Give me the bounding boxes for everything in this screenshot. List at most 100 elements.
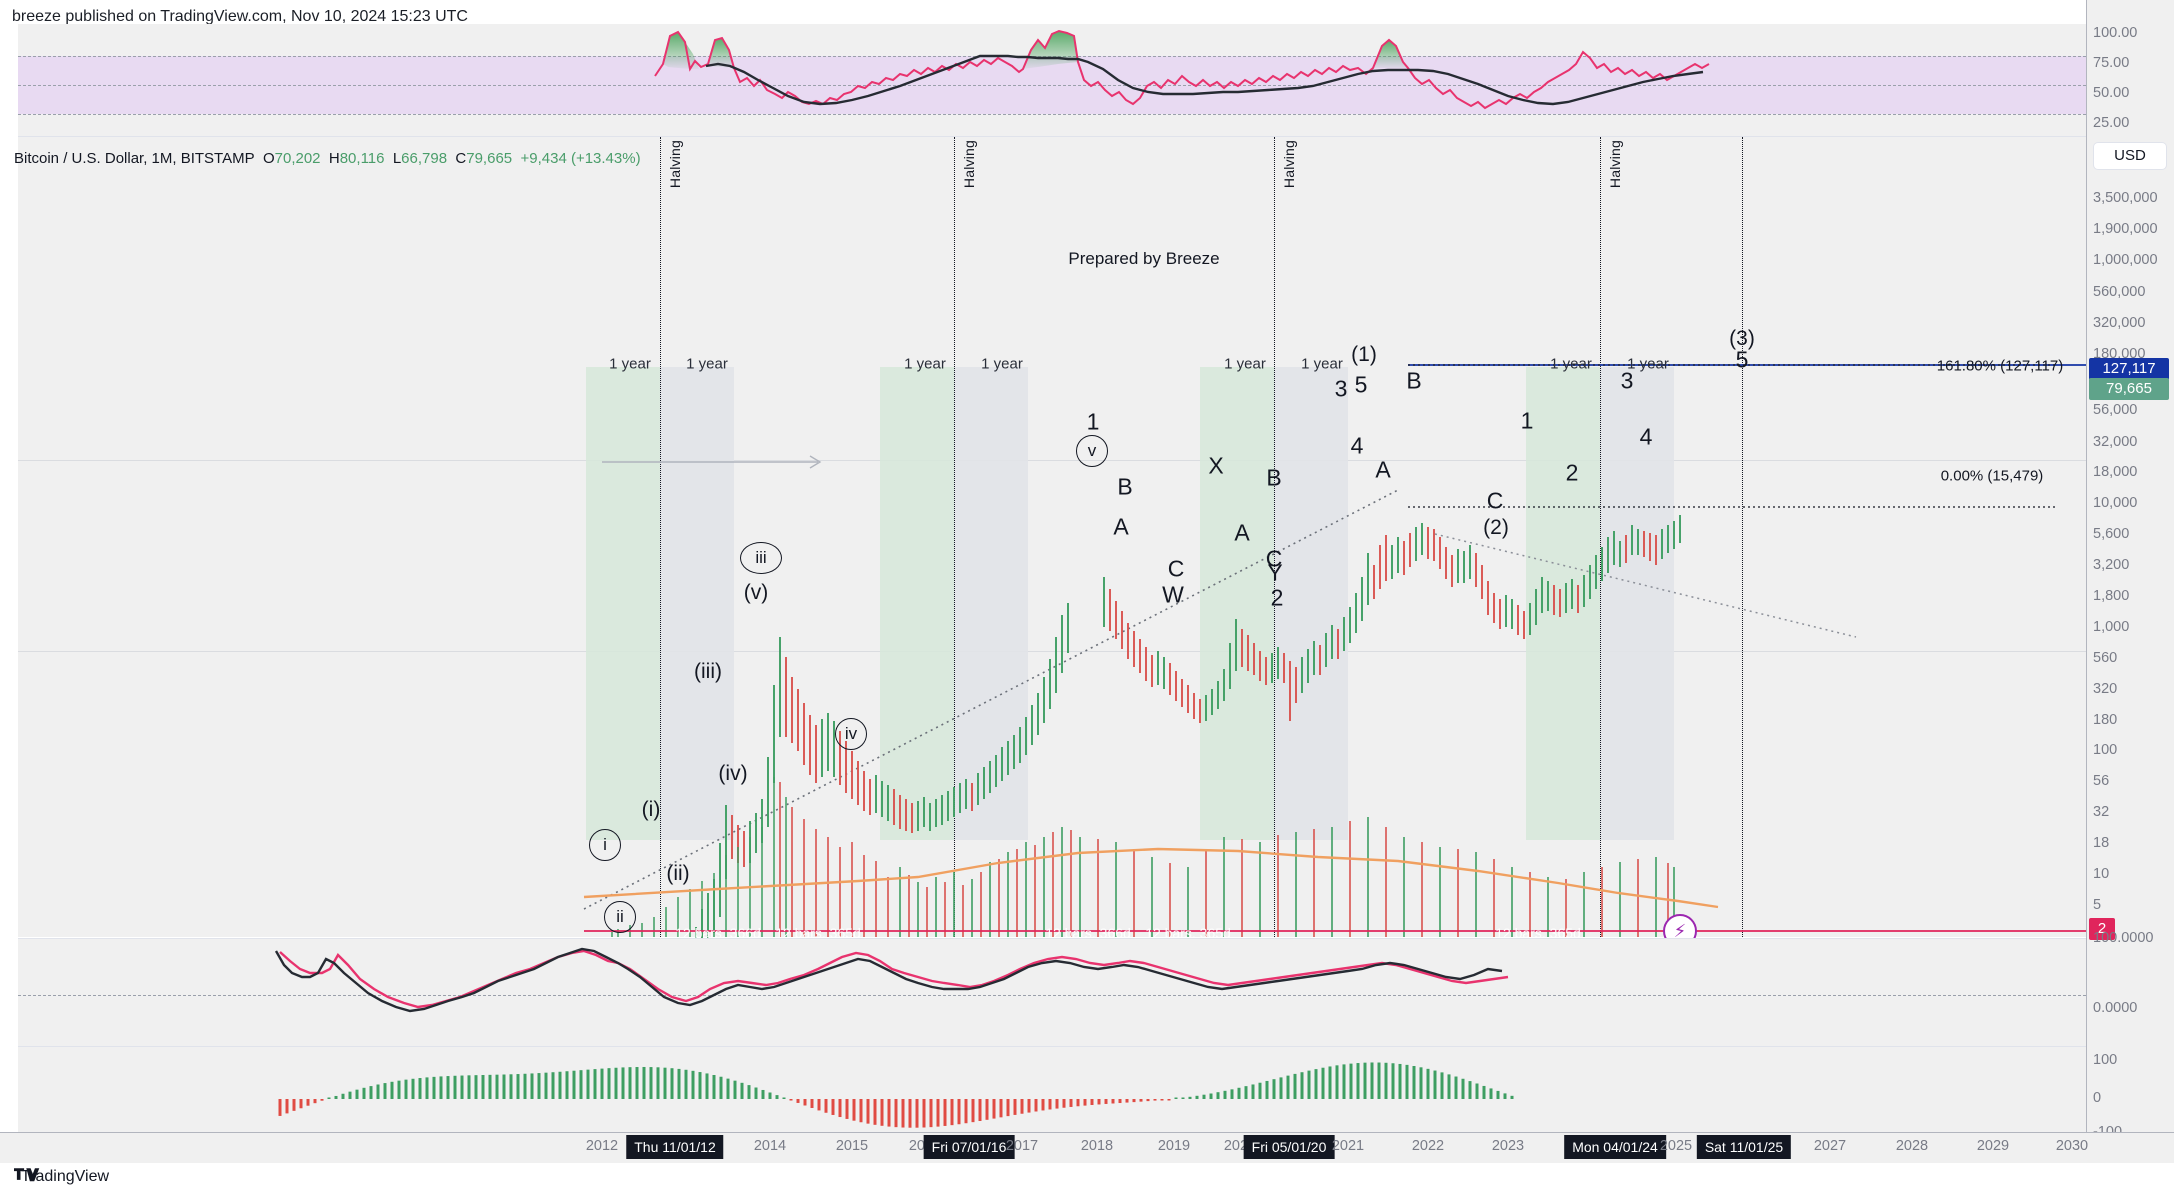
stochastic-plot: [274, 947, 1509, 1013]
osc-tick: 0.0000: [2093, 1000, 2138, 1016]
wave-label: 1: [1086, 408, 1100, 435]
time-tick: 2029: [1976, 1138, 2010, 1154]
halving-label: Halving: [1281, 140, 1297, 189]
osc-tick: 100.0000: [2093, 930, 2154, 946]
time-tick: 2022: [1411, 1138, 1445, 1154]
publisher-byline: breeze published on TradingView.com, Nov…: [12, 8, 468, 25]
legend-open: 70,202: [274, 150, 321, 167]
time-tick: 2014: [753, 1138, 787, 1154]
wave-label: Y: [1267, 559, 1283, 586]
low-price-pill: 2: [2089, 918, 2115, 940]
wave-label: W: [1162, 581, 1184, 608]
legend-symbol: Bitcoin / U.S. Dollar, 1M, BITSTAMP: [14, 150, 255, 167]
macd-pane: [18, 1046, 2086, 1133]
year-label: 1 year: [1550, 355, 1592, 373]
osc-line-pink: [279, 949, 1509, 1009]
last-price-pill: 79,665: [2089, 378, 2169, 400]
wave-label: (1): [1351, 343, 1377, 366]
halving-line: [1600, 137, 1601, 937]
wave-label: B: [1406, 367, 1422, 394]
gridline: [18, 651, 2086, 652]
macd-plot: [278, 1062, 1514, 1128]
gridline: [18, 460, 2086, 461]
time-tick: 2012: [585, 1138, 619, 1154]
wave-label: 5: [1354, 371, 1368, 398]
fib-0-label: 0.00% (15,479): [1940, 467, 2044, 485]
wave-label: (3): [1729, 327, 1755, 350]
fib-161-label: 161.80% (127,117): [1936, 357, 2064, 375]
time-marker-pill: Fri 05/01/20: [1243, 1135, 1335, 1159]
wave-label: C: [1167, 555, 1185, 582]
legend-change: +9,434 (+13.43%): [520, 150, 641, 167]
osc-zero-line: [18, 995, 2086, 996]
chart-legend: Bitcoin / U.S. Dollar, 1M, BITSTAMP O70,…: [14, 150, 641, 167]
osc-line-black: [274, 947, 1503, 1013]
price-tick: 56,000: [2093, 402, 2138, 418]
price-tick: 1,800: [2093, 588, 2130, 604]
rsi-plot: [654, 29, 1710, 110]
time-axis[interactable]: 2012 Thu 11/01/12 2014 2015 2016 Fri 07/…: [0, 1132, 2174, 1163]
wave-label: A: [1113, 513, 1129, 540]
legend-open-label: O: [262, 150, 275, 167]
year-label: 1 year: [609, 355, 651, 373]
year-band-grey: [1274, 367, 1348, 840]
main-price-pane: 12 bars, 366d 12 bars, 365d 12 bars, 366…: [18, 137, 2086, 1040]
currency-pill[interactable]: USD: [2094, 143, 2166, 169]
rsi-tick: 75.00: [2093, 55, 2130, 71]
wave-label-circled: v: [1076, 435, 1108, 467]
price-tick: 1,000,000: [2093, 252, 2158, 268]
wave-label: 5: [1735, 346, 1749, 373]
wave-label-circled: ii: [604, 901, 636, 933]
time-tick: 2028: [1895, 1138, 1929, 1154]
legend-low: 66,798: [401, 150, 448, 167]
time-tick: 2027: [1813, 1138, 1847, 1154]
year-band-green: [1526, 367, 1600, 840]
prepared-by-label: Prepared by Breeze: [1068, 249, 1220, 268]
price-axis[interactable]: 100.00 75.00 50.00 25.00 USD 3,500,000 1…: [2086, 0, 2174, 1140]
wave-label: (2): [1483, 516, 1509, 539]
time-marker-pill: Fri 07/01/16: [923, 1135, 1015, 1159]
measure-label: 12 bars, 365d: [1495, 925, 1581, 941]
wave-label: A: [1234, 519, 1250, 546]
measure-label: 12 bars, 365d: [775, 925, 861, 941]
time-tick: 2019: [1157, 1138, 1191, 1154]
time-tick: 2025: [1659, 1138, 1693, 1154]
price-tick: 320: [2093, 681, 2118, 697]
wave-label: C: [1486, 487, 1504, 514]
wave-label: (i): [641, 798, 661, 821]
year-label: 1 year: [981, 355, 1023, 373]
time-tick: 2018: [1080, 1138, 1114, 1154]
year-band-green: [1200, 367, 1274, 840]
wave-label: 4: [1350, 432, 1364, 459]
halving-label: Halving: [1607, 140, 1623, 189]
wave-label: 3: [1334, 375, 1348, 402]
price-tick: 1,900,000: [2093, 221, 2158, 237]
time-tick: 2030: [2055, 1138, 2089, 1154]
price-tick: 56: [2093, 773, 2110, 789]
macd-tick: 0: [2093, 1090, 2102, 1106]
wave-label: (iii): [694, 660, 722, 683]
wave-label: 3: [1620, 367, 1634, 394]
price-tick: 5,600: [2093, 526, 2130, 542]
price-tick: 32,000: [2093, 434, 2138, 450]
wave-label: 1: [1520, 407, 1534, 434]
wave-label: 4: [1639, 423, 1653, 450]
wave-label-circled: iv: [835, 718, 867, 750]
legend-close: 79,665: [466, 150, 513, 167]
rsi-pane: [18, 24, 2086, 137]
price-tick: 3,200: [2093, 557, 2130, 573]
ohlc-bars: [587, 515, 1681, 1040]
year-band-green: [880, 367, 954, 840]
legend-low-label: L: [392, 150, 402, 167]
price-tick: 10: [2093, 866, 2110, 882]
stochastic-pane: [18, 938, 2086, 1046]
year-band-grey: [660, 367, 734, 840]
footer-brand-label: TradingView: [21, 1168, 110, 1185]
price-tick: 100: [2093, 742, 2118, 758]
year-band-grey: [954, 367, 1028, 840]
year-label: 1 year: [1301, 355, 1343, 373]
price-tick: 560: [2093, 650, 2118, 666]
time-marker-pill: Sat 11/01/25: [1696, 1135, 1792, 1159]
macd-tick: 100: [2093, 1052, 2118, 1068]
time-tick: 2023: [1491, 1138, 1525, 1154]
